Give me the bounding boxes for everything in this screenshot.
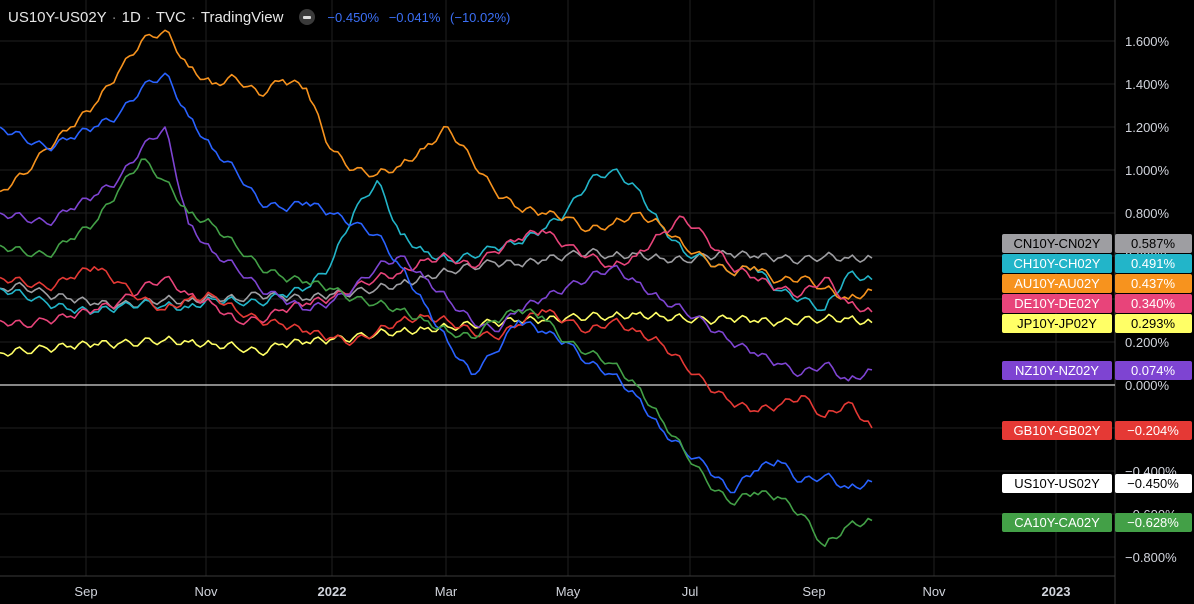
series-name-box (1002, 513, 1112, 532)
series-value-box (1115, 474, 1192, 493)
x-axis: Sep Nov 2022 Mar May Jul Sep Nov 2023 (74, 584, 1070, 599)
series-line-cn10y-cn02y (0, 247, 873, 310)
series-line-gb10y-gb02y (0, 266, 873, 429)
current-value: −0.450% (327, 9, 380, 25)
series-value-label: 0.587% (1131, 236, 1176, 251)
series-value-label: −0.204% (1127, 423, 1179, 438)
series-value-box (1115, 513, 1192, 532)
x-tick-label: 2023 (1042, 584, 1071, 599)
series-value-box (1115, 421, 1192, 440)
series-name-box (1002, 294, 1112, 313)
series-value-label: −0.450% (1127, 476, 1179, 491)
series-name-label: JP10Y-JP02Y (1017, 316, 1097, 331)
x-tick-label: Mar (435, 584, 458, 599)
x-tick-label: Nov (922, 584, 946, 599)
series-name-label: DE10Y-DE02Y (1014, 296, 1100, 311)
series-value-label: 0.491% (1131, 256, 1176, 271)
series-line-au10y-au02y (0, 29, 873, 300)
collapse-toggle-icon[interactable] (299, 9, 316, 25)
series-name-label: CA10Y-CA02Y (1014, 515, 1100, 530)
x-tick-label: 2022 (318, 584, 347, 599)
series-value-box (1115, 314, 1192, 333)
series-value-box (1115, 361, 1192, 380)
symbol-label[interactable]: US10Y-US02Y (8, 8, 107, 26)
change-percent: (−10.02%) (450, 9, 511, 25)
separator-dot: · (190, 8, 196, 26)
separator-dot: · (111, 8, 117, 26)
series-value-box (1115, 254, 1192, 273)
series-line-de10y-de02y (0, 215, 873, 329)
x-tick-label: May (556, 584, 581, 599)
series-labels: CN10Y-CN02Y 0.587% CH10Y-CH02Y 0.491% AU10Y-… (1002, 234, 1192, 532)
series-name-label: NZ10Y-NZ02Y (1015, 363, 1099, 378)
grid (0, 0, 1115, 576)
series-name-box (1002, 361, 1112, 380)
series-value-box (1115, 234, 1192, 253)
y-tick-label: −0.800% (1125, 550, 1177, 565)
series-line-us10y-us02y (0, 72, 873, 494)
series-line-nz10y-nz02y (0, 126, 873, 382)
series-lines (0, 29, 873, 548)
y-tick-label: 0.000% (1125, 378, 1170, 393)
platform-label: TradingView (200, 8, 284, 26)
header-values: −0.450% −0.041% (−10.02%) (327, 10, 516, 25)
x-tick-label: Sep (802, 584, 825, 599)
series-value-label: 0.074% (1131, 363, 1176, 378)
separator-dot: · (145, 8, 151, 26)
series-name-label: US10Y-US02Y (1014, 476, 1100, 491)
series-value-label: 0.437% (1131, 276, 1176, 291)
series-name-box (1002, 254, 1112, 273)
y-tick-label: 0.800% (1125, 206, 1170, 221)
y-tick-label: 1.600% (1125, 34, 1170, 49)
series-line-ca10y-ca02y (0, 158, 873, 548)
source-label: TVC (155, 8, 186, 26)
interval-label[interactable]: 1D (121, 8, 141, 26)
series-value-label: −0.628% (1127, 515, 1179, 530)
series-value-box (1115, 274, 1192, 293)
series-name-box (1002, 474, 1112, 493)
series-value-box (1115, 294, 1192, 313)
y-tick-label: 1.000% (1125, 163, 1170, 178)
series-name-box (1002, 234, 1112, 253)
series-line-jp10y-jp02y (0, 311, 873, 357)
series-name-label: CH10Y-CH02Y (1014, 256, 1101, 271)
series-name-box (1002, 421, 1112, 440)
y-tick-label: 1.200% (1125, 120, 1170, 135)
series-name-box (1002, 274, 1112, 293)
series-name-label: AU10Y-AU02Y (1014, 276, 1100, 291)
chart-header: US10Y-US02Y · 1D · TVC · TradingView −0.… (8, 6, 516, 28)
x-tick-label: Jul (682, 584, 699, 599)
change-value: −0.041% (388, 9, 441, 25)
x-tick-label: Nov (194, 584, 218, 599)
y-tick-label: 0.200% (1125, 335, 1170, 350)
series-value-label: 0.340% (1131, 296, 1176, 311)
series-name-box (1002, 314, 1112, 333)
series-name-label: GB10Y-GB02Y (1014, 423, 1101, 438)
x-tick-label: Sep (74, 584, 97, 599)
series-value-label: 0.293% (1131, 316, 1176, 331)
y-tick-label: 1.400% (1125, 77, 1170, 92)
series-name-label: CN10Y-CN02Y (1014, 236, 1101, 251)
